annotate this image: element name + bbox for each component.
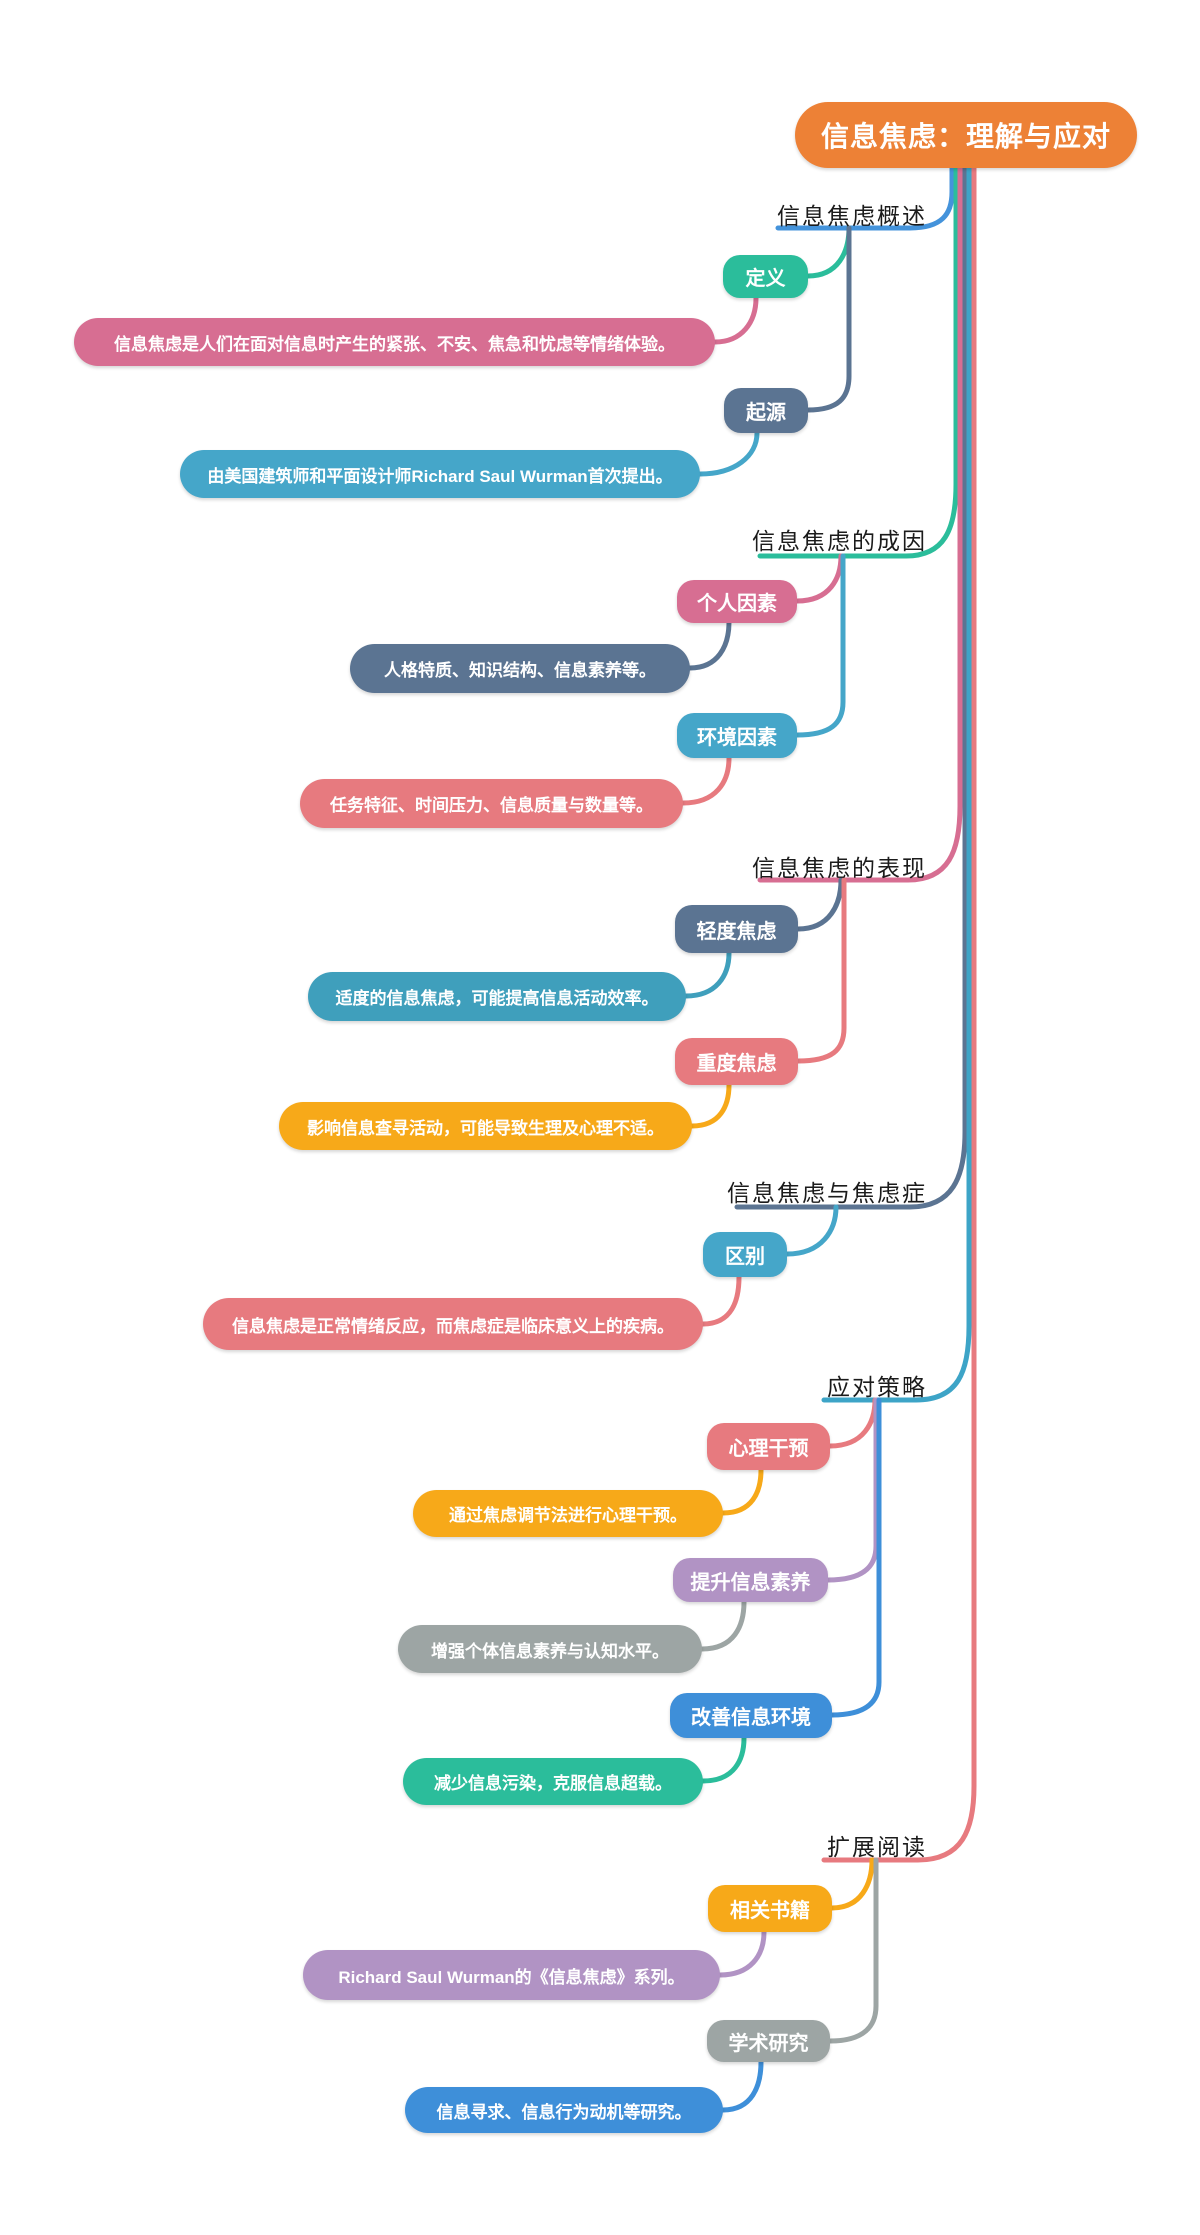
child-node-improve-information-environment[interactable]: 改善信息环境 [670, 1693, 832, 1738]
leaf-node-intervention-detail[interactable]: 通过焦虑调节法进行心理干预。 [413, 1490, 723, 1537]
link-definition [805, 225, 852, 279]
branch-label-vs-disorder[interactable]: 信息焦虑与焦虑症 [727, 1180, 927, 1206]
link-mild [795, 877, 844, 932]
link-leaf-literacy [699, 1599, 747, 1652]
branch-line-strategies [821, 165, 972, 1403]
link-environment [794, 553, 846, 738]
link-books [829, 1857, 875, 1911]
leaf-node-research-detail[interactable]: 信息寻求、信息行为动机等研究。 [405, 2087, 723, 2133]
root-node[interactable]: 信息焦虑：理解与应对 [795, 102, 1137, 168]
branch-line-causes [757, 165, 959, 559]
branch-line-overview [775, 165, 955, 231]
link-leaf-mild [683, 950, 732, 999]
child-node-psychological-intervention[interactable]: 心理干预 [707, 1423, 830, 1470]
link-leaf-severe [689, 1082, 732, 1129]
link-severe [795, 877, 847, 1064]
child-node-academic-research[interactable]: 学术研究 [707, 2020, 830, 2062]
child-node-severe-anxiety[interactable]: 重度焦虑 [675, 1038, 798, 1085]
child-node-improve-information-literacy[interactable]: 提升信息素养 [673, 1558, 828, 1602]
leaf-node-difference-detail[interactable]: 信息焦虑是正常情绪反应，而焦虑症是临床意义上的疾病。 [203, 1298, 703, 1350]
link-literacy [825, 1397, 879, 1583]
child-node-personal-factors[interactable]: 个人因素 [677, 580, 797, 623]
link-leaf-environment [680, 755, 732, 806]
branch-label-strategies[interactable]: 应对策略 [827, 1374, 927, 1400]
link-leaf-personal [687, 619, 732, 671]
child-node-environmental-factors[interactable]: 环境因素 [677, 713, 797, 758]
leaf-node-personal-detail[interactable]: 人格特质、知识结构、信息素养等。 [350, 644, 690, 693]
child-node-mild-anxiety[interactable]: 轻度焦虑 [675, 905, 798, 953]
link-leaf-books [717, 1929, 767, 1978]
link-leaf-research [720, 2059, 764, 2113]
leaf-node-definition-detail[interactable]: 信息焦虑是人们在面对信息时产生的紧张、不安、焦急和忧虑等情绪体验。 [74, 318, 715, 366]
leaf-node-mild-detail[interactable]: 适度的信息焦虑，可能提高信息活动效率。 [308, 972, 686, 1021]
child-node-definition[interactable]: 定义 [723, 255, 808, 298]
leaf-node-origin-detail[interactable]: 由美国建筑师和平面设计师Richard Saul Wurman首次提出。 [180, 450, 700, 498]
link-leaf-info-env [700, 1735, 747, 1784]
link-difference [784, 1204, 839, 1257]
link-research [827, 1857, 879, 2044]
link-intervention [827, 1397, 878, 1449]
branch-line-symptoms [757, 165, 963, 883]
link-leaf-difference [700, 1274, 742, 1327]
branch-label-overview[interactable]: 信息焦虑概述 [777, 203, 927, 229]
link-origin [805, 225, 852, 413]
child-node-related-books[interactable]: 相关书籍 [708, 1885, 832, 1932]
link-personal [794, 553, 844, 604]
leaf-node-info-env-detail[interactable]: 减少信息污染，克服信息超载。 [403, 1758, 703, 1805]
branch-line-vs-disorder [734, 165, 968, 1210]
leaf-node-books-detail[interactable]: Richard Saul Wurman的《信息焦虑》系列。 [303, 1950, 720, 2000]
leaf-node-severe-detail[interactable]: 影响信息查寻活动，可能导致生理及心理不适。 [279, 1102, 692, 1150]
leaf-node-literacy-detail[interactable]: 增强个体信息素养与认知水平。 [398, 1625, 702, 1673]
leaf-node-environment-detail[interactable]: 任务特征、时间压力、信息质量与数量等。 [300, 779, 683, 828]
link-leaf-definition [712, 295, 759, 345]
branch-label-symptoms[interactable]: 信息焦虑的表现 [752, 855, 927, 881]
branch-label-reading[interactable]: 扩展阅读 [827, 1834, 927, 1860]
child-node-origin[interactable]: 起源 [724, 388, 808, 433]
branch-line-reading [821, 165, 977, 1863]
link-info-env [829, 1397, 882, 1718]
child-node-difference[interactable]: 区别 [703, 1232, 787, 1277]
branch-label-causes[interactable]: 信息焦虑的成因 [752, 528, 927, 554]
link-leaf-intervention [720, 1467, 764, 1516]
link-leaf-origin [697, 430, 760, 477]
